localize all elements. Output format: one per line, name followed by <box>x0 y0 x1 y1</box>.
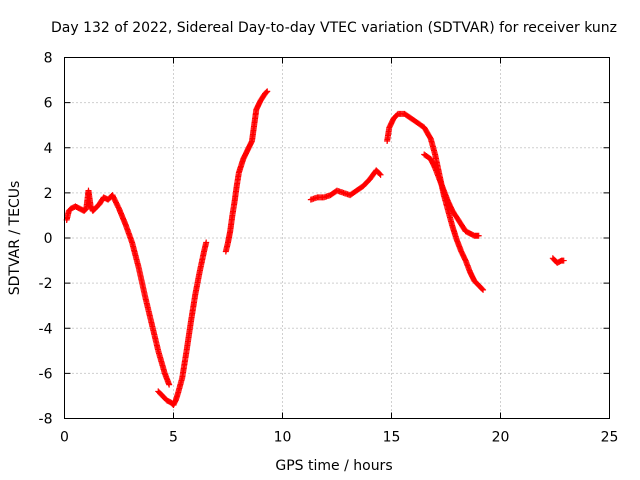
data-series-segment-1 <box>155 239 210 408</box>
y-tick-label: 6 <box>44 96 53 112</box>
x-tick-label: 5 <box>169 430 178 446</box>
x-tick-label: 20 <box>492 430 510 446</box>
y-tick-label: -2 <box>39 276 53 292</box>
y-tick-label: 2 <box>44 186 53 202</box>
data-point <box>376 170 383 177</box>
y-tick-label: -4 <box>39 321 53 337</box>
x-axis-label: GPS time / hours <box>275 458 392 474</box>
data-series-segment-6 <box>549 255 567 266</box>
data-series-segment-0 <box>63 187 173 388</box>
x-tick-label: 10 <box>274 430 292 446</box>
data-series-segment-3 <box>307 167 384 203</box>
data-point <box>480 286 487 293</box>
x-tick-label: 0 <box>60 430 69 446</box>
data-point <box>263 89 270 96</box>
data-point <box>166 381 173 388</box>
data-point <box>560 257 567 264</box>
data-point <box>377 171 384 178</box>
data-points <box>63 88 567 408</box>
y-tick-label: 0 <box>44 231 53 247</box>
y-tick-label: -6 <box>39 366 53 382</box>
tick-labels: 0 5 10 15 20 25 -8 -6 -4 -2 0 2 4 6 8 <box>39 51 619 446</box>
x-tick-label: 15 <box>383 430 401 446</box>
data-series-segment-4 <box>384 110 487 293</box>
chart-title: Day 132 of 2022, Sidereal Day-to-day VTE… <box>51 20 617 36</box>
x-tick-label: 25 <box>601 430 619 446</box>
data-point <box>264 88 271 95</box>
y-tick-label: 4 <box>44 141 53 157</box>
data-point <box>203 239 210 246</box>
data-series-segment-2 <box>222 88 271 255</box>
y-tick-label: 8 <box>44 51 53 67</box>
axis-ticks <box>64 57 610 419</box>
data-series-segment-5 <box>421 151 482 239</box>
data-point <box>475 232 482 239</box>
y-axis-label: SDTVAR / TECUs <box>7 181 23 296</box>
data-point <box>479 285 486 292</box>
y-tick-label: -8 <box>39 412 53 428</box>
